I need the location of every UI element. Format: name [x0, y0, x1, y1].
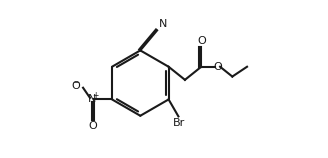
Text: O: O [72, 81, 80, 91]
Text: O: O [213, 62, 222, 72]
Text: Br: Br [173, 118, 185, 128]
Text: +: + [92, 91, 99, 100]
Text: O: O [197, 36, 206, 46]
Text: N: N [87, 94, 96, 104]
Text: N: N [158, 19, 167, 29]
Text: O: O [88, 121, 97, 131]
Text: −: − [72, 78, 79, 87]
